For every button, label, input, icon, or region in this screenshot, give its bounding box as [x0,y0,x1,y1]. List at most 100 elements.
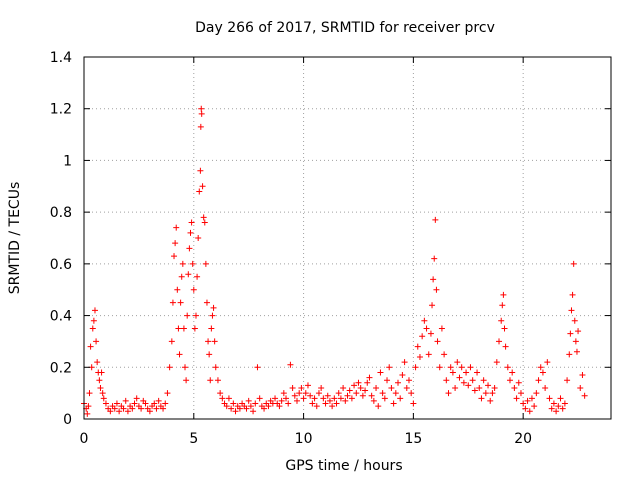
chart-title: Day 266 of 2017, SRMTID for receiver prc… [195,20,495,36]
data-point [348,395,355,402]
data-point [500,291,507,298]
data-point [517,390,524,397]
data-point [189,260,196,267]
data-point [131,400,138,407]
data-point [187,229,194,236]
data-point [142,400,149,407]
data-point [375,403,382,410]
data-point [171,253,178,260]
data-point [280,390,287,397]
data-point [322,400,329,407]
data-point [368,392,375,399]
data-point [247,403,254,410]
data-point [191,325,198,332]
data-point [116,408,123,415]
data-point [441,351,448,358]
data-point [168,338,175,345]
data-point [485,382,492,389]
data-point [200,214,207,221]
data-point [176,351,183,358]
data-point [373,384,380,391]
data-point [436,364,443,371]
data-point [278,397,285,404]
data-point [211,338,218,345]
data-point [174,286,181,293]
data-point [84,410,91,417]
data-point [87,343,94,350]
data-point [498,317,505,324]
data-point [431,255,438,262]
data-point [390,400,397,407]
data-point [438,325,445,332]
x-axis-label: GPS time / hours [285,458,402,474]
data-point [399,372,406,379]
data-point [89,325,96,332]
data-point [99,390,106,397]
x-tick-label: 15 [404,431,422,447]
data-point [528,395,535,402]
data-point [223,403,230,410]
data-point [210,304,217,311]
data-point [243,405,250,412]
data-point [287,361,294,368]
data-point [212,364,219,371]
data-point [416,353,423,360]
data-point [283,395,290,402]
data-point [342,397,349,404]
data-point [155,397,162,404]
data-point [395,379,402,386]
data-point [460,379,467,386]
data-point [291,392,298,399]
data-point [197,123,204,130]
data-point [544,359,551,366]
data-point [504,364,511,371]
data-point [195,235,202,241]
data-point [196,188,203,195]
data-point [537,364,544,371]
data-point [511,384,518,391]
grid-lines [84,57,611,419]
data-point [100,395,107,402]
data-point [272,395,279,402]
data-series-prcv [81,105,588,417]
data-point [205,338,212,345]
data-point [164,390,171,397]
data-point [535,377,542,384]
data-point [410,400,417,407]
data-point [474,369,481,376]
data-point [381,395,388,402]
y-tick-label: 0.2 [50,360,72,376]
data-point [97,384,104,391]
data-point [256,395,263,402]
data-point [138,405,145,412]
data-point [403,384,410,391]
data-point [445,390,452,397]
data-point [146,408,153,415]
data-point [313,403,320,410]
data-point [513,395,520,402]
data-point [173,224,180,231]
data-point [335,390,342,397]
data-point [384,377,391,384]
data-point [405,377,412,384]
data-point [326,397,333,404]
data-point [179,260,186,267]
data-point [265,403,272,410]
data-point [577,384,584,391]
data-point [296,390,303,397]
data-point [169,299,176,306]
data-point [524,397,531,404]
data-point [579,372,586,379]
data-point [564,377,571,384]
data-point [476,384,483,391]
data-point [329,403,336,410]
data-point [162,400,169,407]
axis-ticks: 0 0.2 0.4 0.6 0.8 1 1.2 1.4 0 5 10 15 20 [50,50,611,447]
data-point [419,333,426,340]
y-tick-label: 0 [63,412,72,428]
data-point [107,408,114,415]
data-point [452,384,459,391]
data-point [567,330,574,337]
data-point [202,260,209,267]
data-point [285,400,292,407]
